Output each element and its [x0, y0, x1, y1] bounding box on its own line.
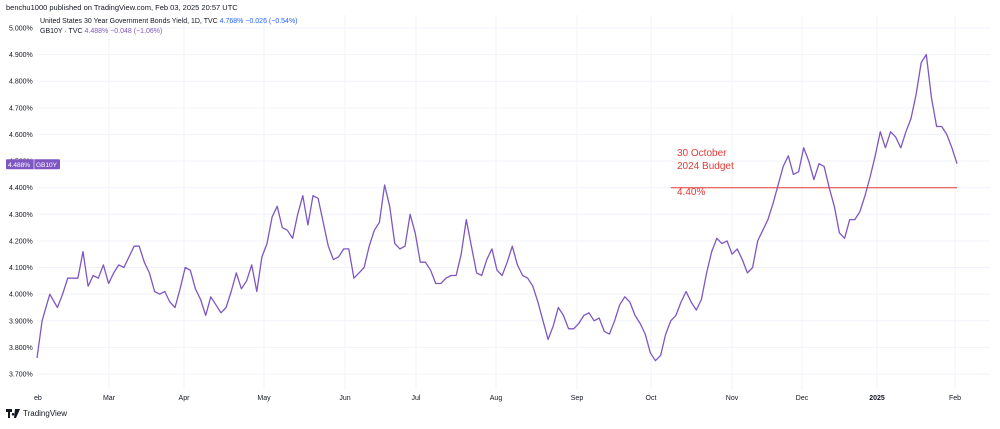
legend-row-primary[interactable]: United States 30 Year Government Bonds Y… [40, 18, 298, 25]
x-tick-label: Mar [103, 395, 116, 402]
y-tick-label: 4.400% [9, 185, 33, 192]
y-tick-label: 3.700% [9, 372, 33, 379]
y-tick-label: 5.000% [9, 26, 33, 33]
legend-secondary-change: −0.048 (−1.06%) [110, 28, 163, 35]
y-tick-label: 4.300% [9, 212, 33, 219]
x-tick-label: Apr [179, 395, 191, 402]
legend-row-secondary[interactable]: GB10Y · TVC 4.488% −0.048 (−1.06%) [40, 28, 162, 35]
price-badge[interactable] [6, 159, 60, 170]
legend-secondary-title: GB10Y · TVC [40, 28, 83, 35]
x-tick-label: Nov [726, 395, 739, 402]
y-tick-label: 4.100% [9, 265, 33, 272]
x-tick-label-partial: eb [34, 395, 42, 402]
y-tick-label: 4.600% [9, 132, 33, 139]
x-tick-label: Jul [412, 395, 421, 402]
annotation-line-2: 2024 Budget [677, 161, 734, 172]
y-tick-label: 3.800% [9, 345, 33, 352]
price-badge-symbol: GB10Y [36, 162, 58, 169]
footer-brand-label: TradingView [23, 409, 68, 418]
x-tick-label: Dec [796, 395, 809, 402]
x-tick-label: 2025 [869, 395, 885, 402]
x-tick-label: Jun [339, 395, 350, 402]
footer-brand[interactable]: TradingView [6, 409, 67, 418]
annotation-level-label: 4.40% [677, 187, 705, 198]
y-tick-label: 4.800% [9, 79, 33, 86]
tradingview-logo-icon [6, 409, 20, 418]
x-tick-label: May [257, 395, 271, 402]
y-tick-label: 4.000% [9, 292, 33, 299]
x-tick-label: Sep [571, 395, 584, 402]
x-tick-label: Oct [646, 395, 657, 402]
y-tick-label: 4.200% [9, 238, 33, 245]
x-tick-label: Aug [490, 395, 503, 402]
annotation-line-1: 30 October [677, 148, 727, 159]
published-caption: benchu1000 published on TradingView.com,… [6, 3, 238, 12]
y-tick-label: 4.900% [9, 52, 33, 59]
x-tick-label: Feb [949, 395, 961, 402]
legend-primary-change: −0.026 (−0.54%) [245, 18, 298, 25]
legend-primary-value: 4.768% [219, 18, 244, 25]
legend-secondary-value: 4.488% [84, 28, 109, 35]
y-tick-label: 3.900% [9, 318, 33, 325]
y-tick-label: 4.700% [9, 105, 33, 112]
price-badge-value: 4.488% [8, 162, 30, 169]
series-line-gb10y[interactable] [36, 53, 958, 362]
legend-primary-title: United States 30 Year Government Bonds Y… [40, 18, 218, 25]
